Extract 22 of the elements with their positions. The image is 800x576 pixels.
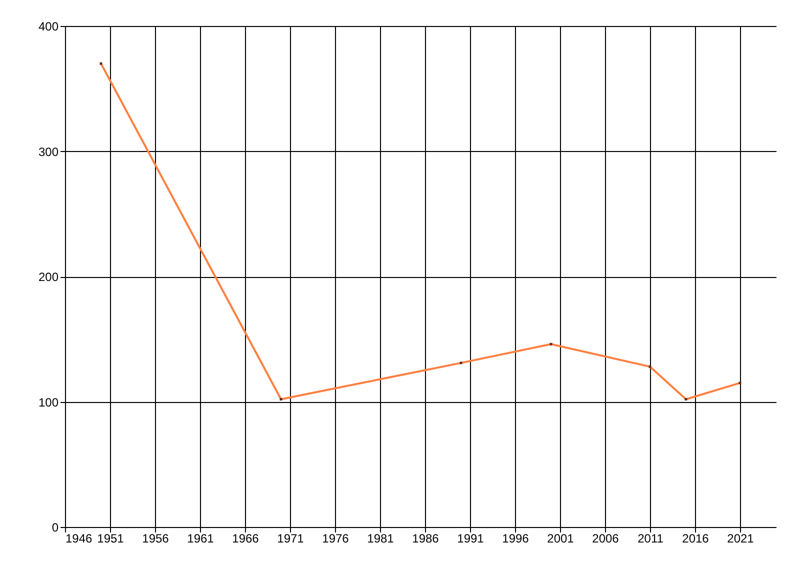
x-tick-label: 1976 xyxy=(322,532,350,546)
x-tick-label: 2016 xyxy=(682,532,710,546)
x-tick-label: 1946 xyxy=(66,532,93,546)
x-tick-label: 2021 xyxy=(727,532,754,546)
y-tick-label: 200 xyxy=(38,270,59,284)
x-tick-label: 2001 xyxy=(547,532,574,546)
x-tick-label: 1956 xyxy=(142,532,170,546)
x-tick-label: 1971 xyxy=(277,532,304,546)
x-tick-label: 1996 xyxy=(502,532,530,546)
x-tick-label: 1966 xyxy=(232,532,260,546)
y-tick-label: 0 xyxy=(52,520,59,534)
x-tick-label: 1961 xyxy=(187,532,214,546)
y-tick-label: 400 xyxy=(38,20,59,34)
x-tick-label: 1991 xyxy=(457,532,484,546)
x-tick-label: 1986 xyxy=(412,532,440,546)
x-tick-label: 1981 xyxy=(367,532,394,546)
x-tick-label: 2011 xyxy=(638,532,664,546)
x-tick-label: 1951 xyxy=(97,532,124,546)
y-tick-label: 300 xyxy=(38,144,59,159)
x-tick-label: 2006 xyxy=(592,532,620,546)
y-tick-label: 100 xyxy=(38,395,59,410)
line-series xyxy=(100,62,742,400)
